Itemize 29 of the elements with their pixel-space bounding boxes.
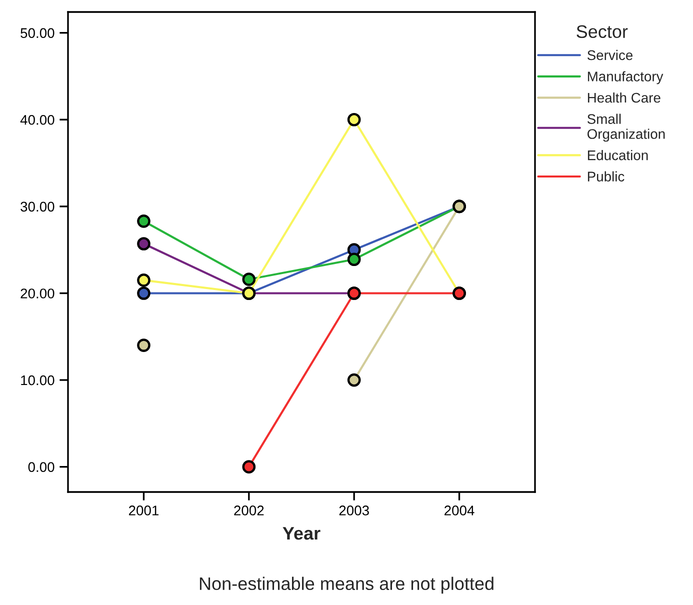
point [347,112,361,126]
legend-label: Education [588,150,648,160]
point [137,274,150,287]
y-tick-label: 20.00 [20,288,54,298]
legend-title: Sector [576,25,628,38]
point [242,272,256,286]
y-tick-label: 50.00 [20,28,54,38]
x-axis-title: Year [282,527,320,540]
y-tick-label: 30.00 [20,202,54,212]
point [347,252,361,266]
legend-label: Public [588,171,624,182]
point [137,286,150,300]
y-tick-label: 40.00 [20,114,54,125]
point [137,214,150,228]
legend-label: Manufactory [588,71,664,84]
text: Non-estimable means are not plotted [200,576,494,594]
point [242,460,256,474]
legend-label: Health Care [588,92,660,103]
point [137,237,150,250]
legend-label: Service [587,50,633,60]
x-tick-label: 2001 [128,506,158,516]
y-tick-label: 0.00 [28,462,54,472]
point [347,373,361,387]
x-tick-label: 2003 [339,506,369,516]
y-tick-label: 10.00 [21,375,54,386]
legend-label: Small Organization [587,114,665,142]
point [137,338,150,352]
x-tick-label: 2004 [444,506,474,516]
x-tick-label: 2002 [234,506,264,516]
